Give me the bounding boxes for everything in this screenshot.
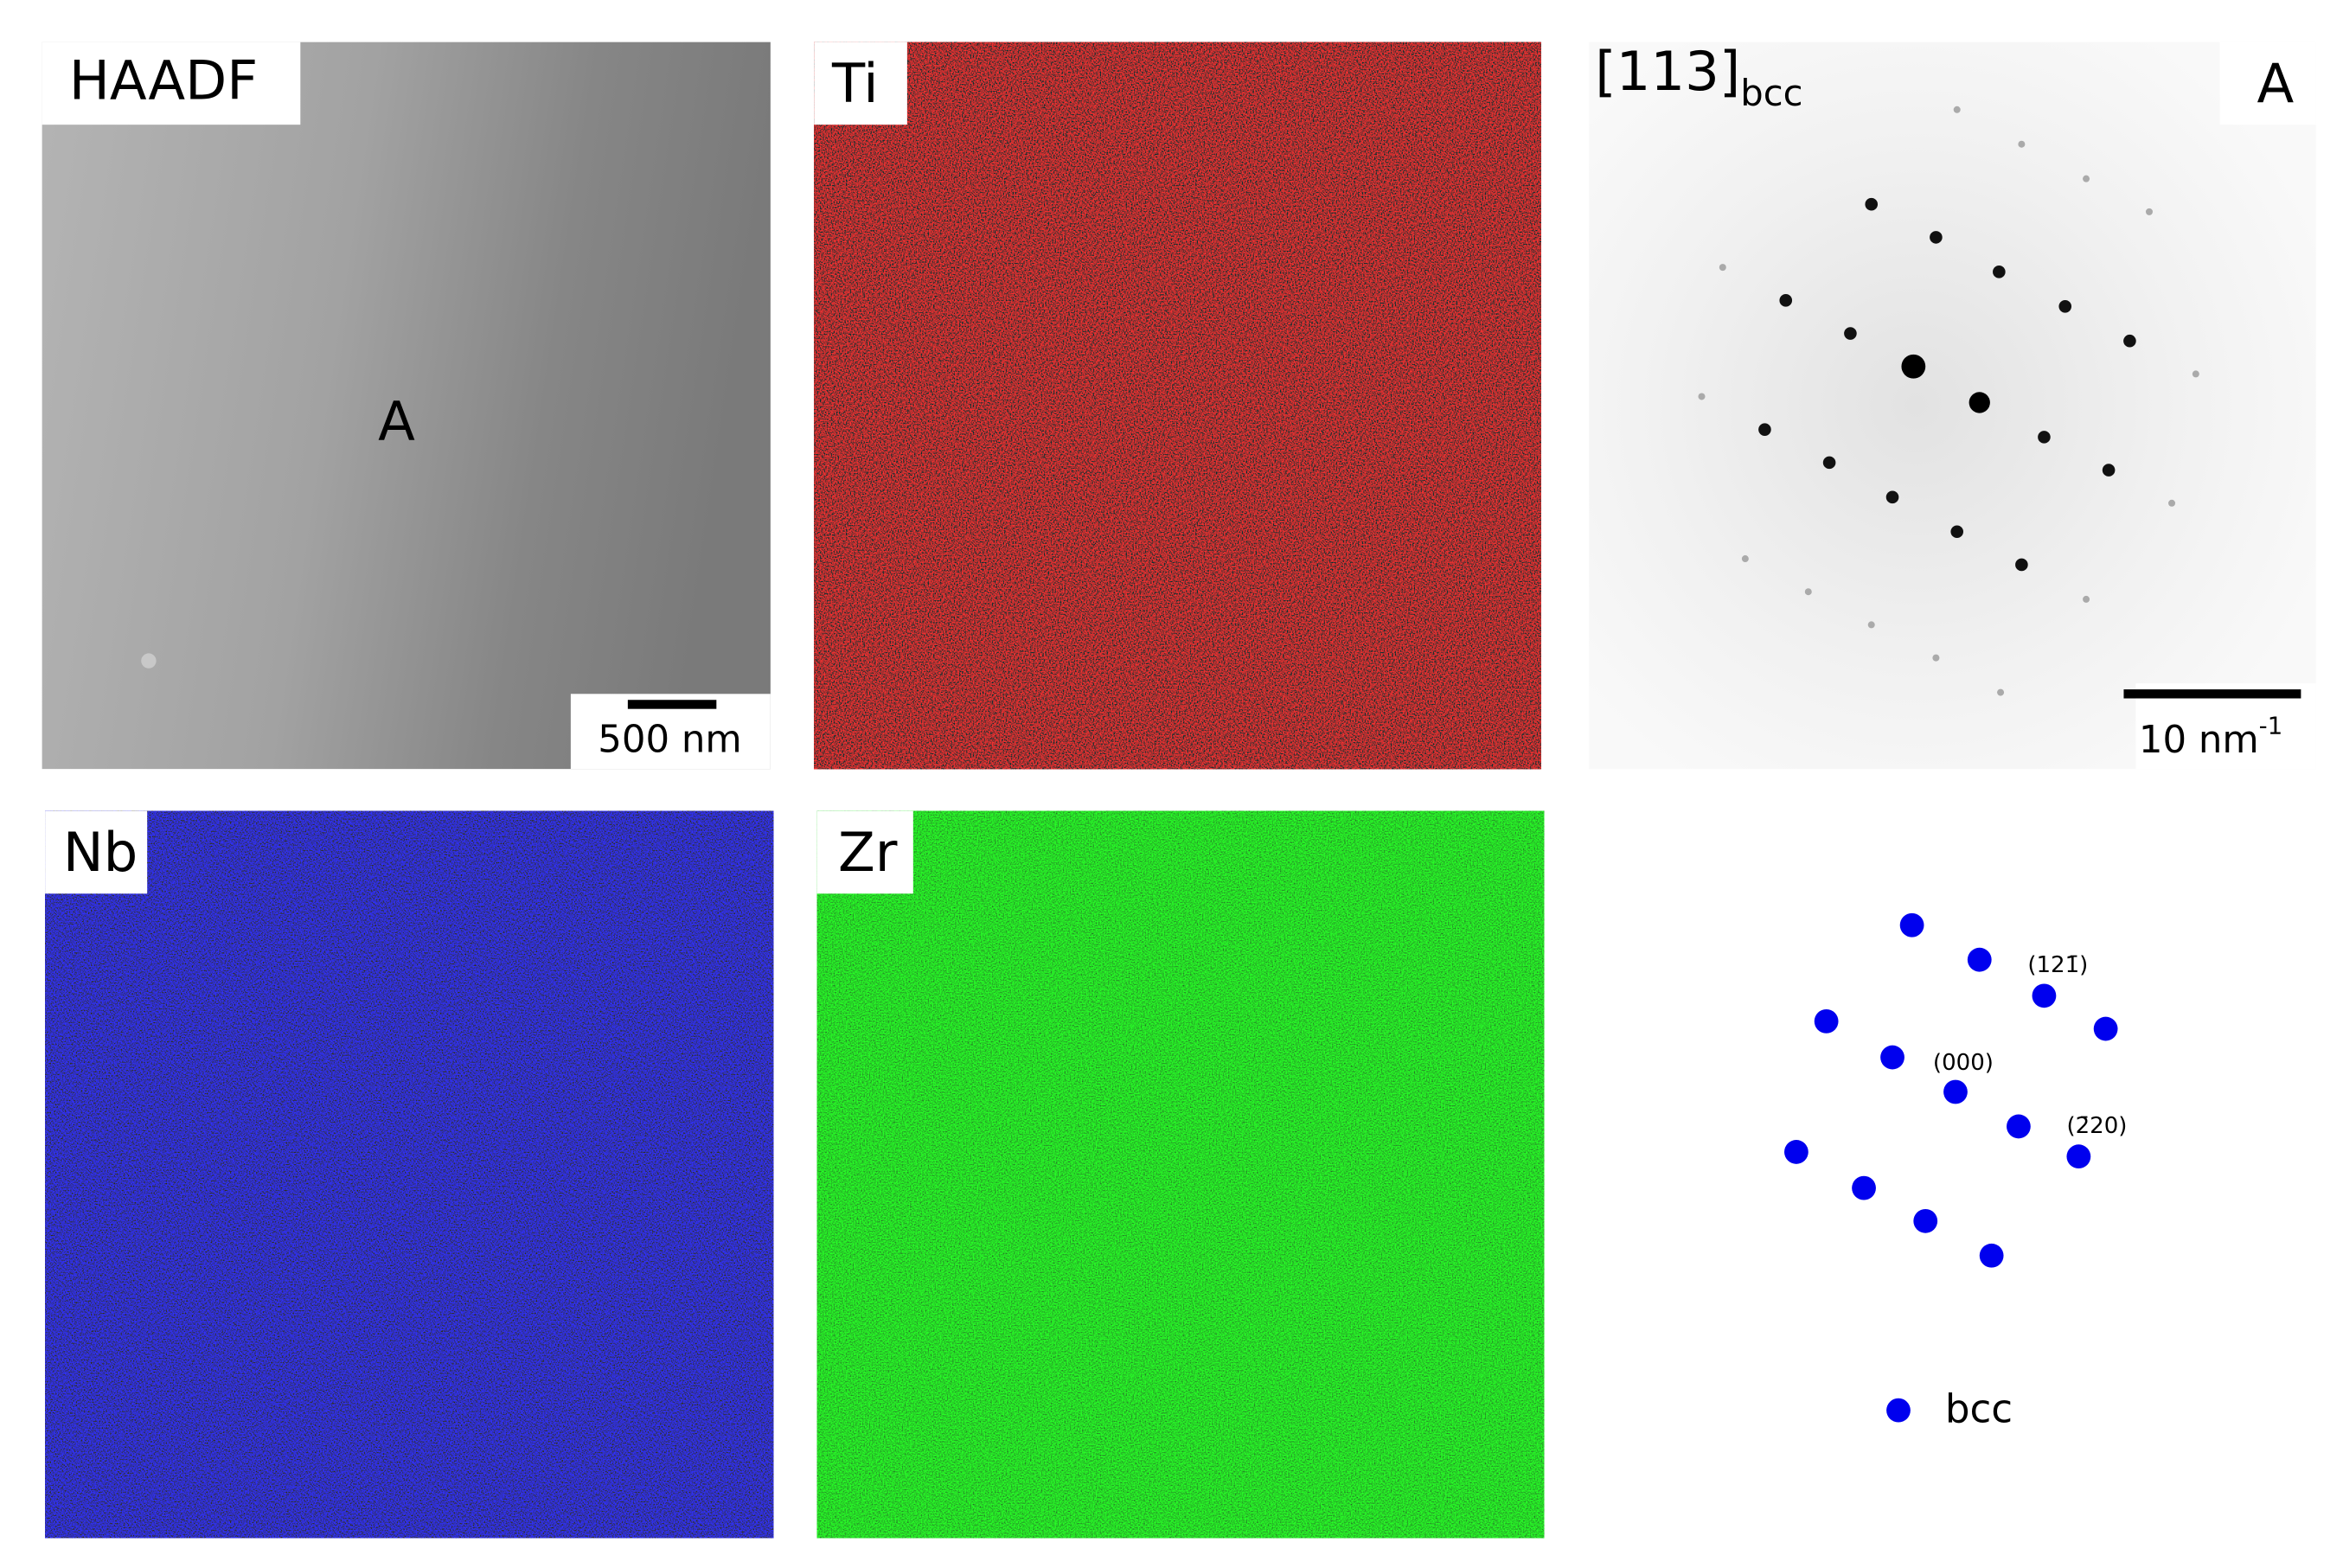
schematic-spot bbox=[1814, 1008, 1839, 1034]
ti-map bbox=[814, 42, 1541, 770]
spot bbox=[1844, 327, 1857, 340]
faint-spot bbox=[1698, 393, 1706, 400]
spot bbox=[1758, 423, 1771, 436]
label-box bbox=[816, 810, 913, 894]
diffraction-pattern bbox=[1589, 42, 2316, 770]
spot bbox=[1950, 525, 1964, 539]
faint-spot bbox=[2168, 499, 2176, 507]
panel-label: HAADF bbox=[69, 48, 258, 112]
faint-spot bbox=[1867, 621, 1875, 629]
schematic-spot bbox=[2007, 1114, 2031, 1139]
faint-spot bbox=[1741, 555, 1749, 563]
label-box bbox=[45, 810, 148, 894]
panel-label: Nb bbox=[63, 821, 138, 884]
faint-spot bbox=[1932, 654, 1940, 662]
panel-label: Zr bbox=[838, 821, 898, 884]
label-box bbox=[814, 42, 907, 125]
particle bbox=[141, 653, 157, 669]
schematic-spot bbox=[2032, 983, 2057, 1008]
dp-image bbox=[1589, 42, 2316, 770]
scale-superscript: -1 bbox=[2259, 712, 2283, 740]
scale-bar bbox=[2123, 689, 2301, 699]
label-box bbox=[42, 42, 301, 125]
faint-spot bbox=[1997, 688, 2005, 696]
spot bbox=[1885, 490, 1899, 504]
zone-axis: [113]bcc bbox=[1595, 40, 1802, 114]
schematic-spot bbox=[2066, 1144, 2091, 1169]
spot bbox=[1865, 197, 1879, 211]
region-label: A bbox=[2257, 52, 2294, 115]
spot bbox=[1993, 266, 2006, 278]
schematic-spot bbox=[1913, 1208, 1938, 1233]
faint-spot bbox=[2083, 595, 2090, 603]
haadf-image bbox=[42, 42, 771, 770]
spot bbox=[1969, 392, 1990, 413]
scale-label: 500 nm bbox=[598, 718, 741, 761]
zone-axis-index: [113] bbox=[1595, 40, 1740, 103]
scale-value: 10 nm bbox=[2139, 718, 2259, 761]
faint-spot bbox=[2145, 208, 2153, 215]
faint-spot bbox=[2192, 370, 2199, 378]
schematic-spot bbox=[1784, 1140, 1808, 1164]
scale-bar bbox=[627, 700, 717, 709]
faint-spot bbox=[1719, 264, 1726, 272]
faint-spot bbox=[1953, 106, 1961, 113]
spot bbox=[1822, 456, 1836, 470]
spot-label: (000) bbox=[1933, 1050, 1994, 1076]
faint-spot bbox=[2083, 175, 2090, 182]
legend-marker bbox=[1886, 1398, 1911, 1423]
schematic-spot bbox=[1880, 1045, 1904, 1070]
faint-spot bbox=[1804, 588, 1812, 596]
spot bbox=[2015, 558, 2028, 572]
faint-spot bbox=[2018, 140, 2026, 148]
indexed-schematic bbox=[1784, 912, 2118, 1268]
legend-label: bcc bbox=[1945, 1386, 2013, 1431]
label-box bbox=[2219, 42, 2316, 125]
scale-label: 10 nm-1 bbox=[2139, 712, 2283, 762]
nb-map bbox=[45, 810, 774, 1539]
schematic-spot bbox=[1979, 1243, 2004, 1268]
spot bbox=[1779, 294, 1793, 307]
panel-label: Ti bbox=[831, 52, 879, 115]
spot bbox=[2038, 431, 2051, 444]
spot bbox=[2058, 299, 2072, 313]
schematic-spot bbox=[1967, 947, 1992, 972]
zone-axis-subscript: bcc bbox=[1740, 72, 1802, 114]
zr-map bbox=[816, 810, 1545, 1539]
spot-label: (121̄) bbox=[2027, 952, 2088, 978]
schematic-spot bbox=[1943, 1079, 1968, 1104]
spot bbox=[2123, 334, 2136, 348]
spot-label: (2̄20) bbox=[2066, 1113, 2127, 1139]
region-label: A bbox=[378, 390, 415, 453]
spot bbox=[1930, 231, 1943, 244]
schematic-spot bbox=[2093, 1016, 2118, 1041]
spot bbox=[2102, 464, 2116, 477]
schematic-spot bbox=[1899, 912, 1924, 938]
spot bbox=[1901, 354, 1926, 379]
schematic-spot bbox=[1852, 1175, 1876, 1200]
